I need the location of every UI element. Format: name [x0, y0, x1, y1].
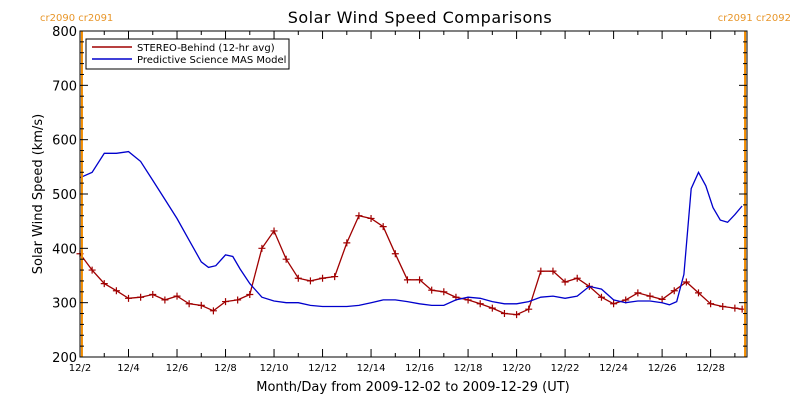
data-point: [597, 293, 605, 301]
data-point: [149, 291, 157, 299]
x-tick-label: 12/10: [260, 363, 289, 374]
x-tick-label: 12/18: [454, 363, 483, 374]
data-point: [646, 292, 654, 300]
data-point: [270, 227, 278, 235]
data-point: [525, 305, 533, 313]
data-point: [161, 296, 169, 304]
x-tick-label: 12/8: [214, 363, 236, 374]
data-point: [100, 280, 108, 288]
data-point: [670, 287, 678, 295]
data-point: [537, 267, 545, 275]
x-tick-label: 12/24: [599, 363, 628, 374]
legend-label-0: STEREO-Behind (12-hr avg): [137, 43, 275, 54]
x-tick-label: 12/22: [551, 363, 580, 374]
x-tick-label: 12/2: [69, 363, 91, 374]
data-point: [258, 244, 266, 252]
data-point: [88, 266, 96, 274]
x-tick-label: 12/4: [117, 363, 139, 374]
chart-title: Solar Wind Speed Comparisons: [288, 8, 553, 27]
x-tick-label: 12/6: [166, 363, 188, 374]
y-tick-label: 700: [52, 79, 77, 94]
data-point: [222, 298, 230, 306]
series-layer: [76, 150, 746, 319]
legend: STEREO-Behind (12-hr avg)Predictive Scie…: [85, 38, 290, 70]
series-line-1: [79, 150, 743, 308]
legend-box: [85, 38, 290, 70]
data-point: [319, 274, 327, 282]
data-point: [416, 276, 424, 284]
data-point: [306, 277, 314, 285]
carrington-marker-label: cr2090 cr2091: [40, 13, 113, 24]
data-point: [137, 293, 145, 301]
data-point: [403, 276, 411, 284]
data-point: [610, 300, 618, 308]
data-point: [294, 274, 302, 282]
data-point: [476, 300, 484, 308]
data-point: [112, 287, 120, 295]
carrington-marker-label: cr2091 cr2092: [718, 13, 791, 24]
data-point: [391, 250, 399, 258]
data-point: [731, 304, 739, 312]
data-point: [549, 267, 557, 275]
x-tick-label: 12/28: [696, 363, 725, 374]
data-point: [573, 274, 581, 282]
data-point: [234, 296, 242, 304]
data-point: [694, 289, 702, 297]
data-point: [500, 310, 508, 318]
data-point: [428, 286, 436, 294]
data-point: [379, 223, 387, 231]
series-line-0: [79, 214, 743, 316]
data-point: [173, 292, 181, 300]
data-point: [282, 255, 290, 263]
data-point: [682, 278, 690, 286]
x-axis-label: Month/Day from 2009-12-02 to 2009-12-29 …: [256, 380, 569, 395]
y-tick-label: 300: [52, 297, 77, 312]
data-point: [185, 300, 193, 308]
y-tick-label: 800: [52, 25, 77, 40]
data-point: [634, 289, 642, 297]
data-point: [209, 307, 217, 315]
data-point: [343, 239, 351, 247]
data-point: [367, 214, 375, 222]
x-tick-label: 12/20: [502, 363, 531, 374]
data-point: [707, 300, 715, 308]
data-point: [658, 295, 666, 303]
data-point: [440, 288, 448, 296]
axes-layer: [79, 30, 748, 358]
data-point: [331, 273, 339, 281]
data-point: [246, 291, 254, 299]
x-tick-label: 12/14: [357, 363, 386, 374]
y-tick-label: 400: [52, 242, 77, 257]
data-point: [513, 311, 521, 319]
y-axis-label: Solar Wind Speed (km/s): [31, 114, 46, 274]
y-tick-label: 600: [52, 134, 77, 149]
plot-frame: [79, 30, 748, 358]
data-point: [355, 212, 363, 220]
data-point: [125, 294, 133, 302]
legend-label-1: Predictive Science MAS Model: [137, 55, 286, 66]
data-point: [197, 301, 205, 309]
y-tick-label: 500: [52, 188, 77, 203]
x-tick-label: 12/12: [308, 363, 337, 374]
x-tick-label: 12/26: [648, 363, 677, 374]
data-point: [719, 302, 727, 310]
y-tick-label: 200: [52, 351, 77, 366]
x-tick-label: 12/16: [405, 363, 434, 374]
data-point: [488, 304, 496, 312]
data-point: [561, 278, 569, 286]
